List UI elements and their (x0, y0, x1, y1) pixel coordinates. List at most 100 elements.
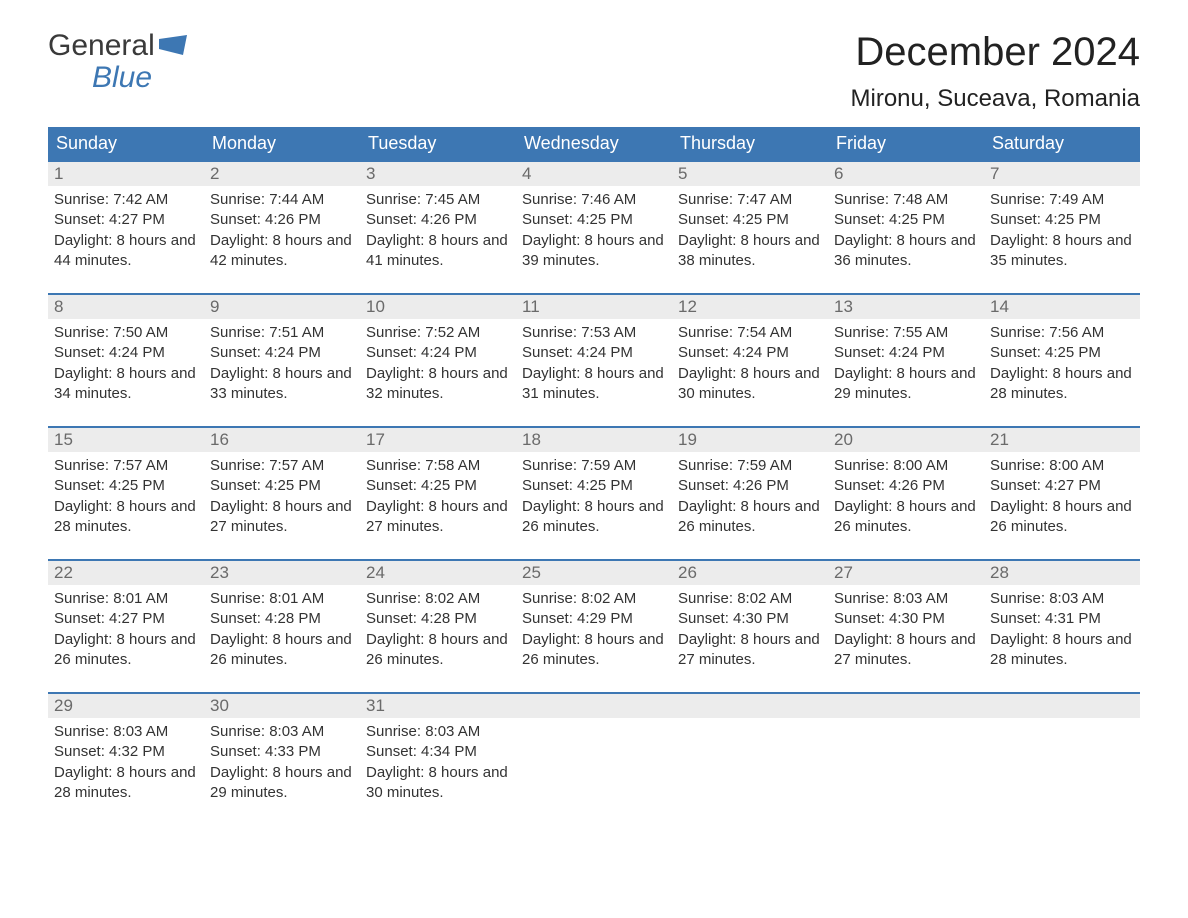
sunrise-line: Sunrise: 7:53 AM (522, 323, 666, 343)
daylight-line: Daylight: 8 hours and 26 minutes. (522, 497, 666, 538)
day-number: 23 (204, 561, 360, 585)
logo: General Blue (48, 30, 187, 93)
daylight-line: Daylight: 8 hours and 28 minutes. (990, 630, 1134, 671)
calendar-cell: 8Sunrise: 7:50 AMSunset: 4:24 PMDaylight… (48, 294, 204, 427)
day-number: 3 (360, 162, 516, 186)
sunset-line: Sunset: 4:30 PM (834, 609, 978, 629)
calendar-cell: 29Sunrise: 8:03 AMSunset: 4:32 PMDayligh… (48, 693, 204, 825)
daylight-line: Daylight: 8 hours and 30 minutes. (678, 364, 822, 405)
day-body: Sunrise: 7:48 AMSunset: 4:25 PMDaylight:… (828, 186, 984, 293)
sunrise-line: Sunrise: 7:47 AM (678, 190, 822, 210)
calendar-cell: 14Sunrise: 7:56 AMSunset: 4:25 PMDayligh… (984, 294, 1140, 427)
day-body: Sunrise: 8:03 AMSunset: 4:32 PMDaylight:… (48, 718, 204, 825)
day-number: 30 (204, 694, 360, 718)
day-body: Sunrise: 7:59 AMSunset: 4:26 PMDaylight:… (672, 452, 828, 559)
sunrise-line: Sunrise: 7:48 AM (834, 190, 978, 210)
day-number: 7 (984, 162, 1140, 186)
weekday-header: Saturday (984, 127, 1140, 161)
weekday-header: Monday (204, 127, 360, 161)
sunset-line: Sunset: 4:33 PM (210, 742, 354, 762)
day-number: 21 (984, 428, 1140, 452)
calendar-cell: 20Sunrise: 8:00 AMSunset: 4:26 PMDayligh… (828, 427, 984, 560)
sunset-line: Sunset: 4:25 PM (678, 210, 822, 230)
calendar-cell: 17Sunrise: 7:58 AMSunset: 4:25 PMDayligh… (360, 427, 516, 560)
sunrise-line: Sunrise: 7:45 AM (366, 190, 510, 210)
calendar-week: 8Sunrise: 7:50 AMSunset: 4:24 PMDaylight… (48, 294, 1140, 427)
calendar-cell (516, 693, 672, 825)
day-body: Sunrise: 8:02 AMSunset: 4:30 PMDaylight:… (672, 585, 828, 692)
day-number: 14 (984, 295, 1140, 319)
day-body: Sunrise: 7:59 AMSunset: 4:25 PMDaylight:… (516, 452, 672, 559)
day-body: Sunrise: 7:45 AMSunset: 4:26 PMDaylight:… (360, 186, 516, 293)
calendar-cell: 2Sunrise: 7:44 AMSunset: 4:26 PMDaylight… (204, 161, 360, 294)
calendar-cell: 4Sunrise: 7:46 AMSunset: 4:25 PMDaylight… (516, 161, 672, 294)
calendar-cell: 10Sunrise: 7:52 AMSunset: 4:24 PMDayligh… (360, 294, 516, 427)
sunset-line: Sunset: 4:25 PM (990, 210, 1134, 230)
day-body: Sunrise: 8:03 AMSunset: 4:34 PMDaylight:… (360, 718, 516, 825)
weekday-header: Thursday (672, 127, 828, 161)
sunset-line: Sunset: 4:29 PM (522, 609, 666, 629)
sunset-line: Sunset: 4:31 PM (990, 609, 1134, 629)
weekday-header-row: Sunday Monday Tuesday Wednesday Thursday… (48, 127, 1140, 161)
day-body: Sunrise: 8:00 AMSunset: 4:26 PMDaylight:… (828, 452, 984, 559)
day-number: 29 (48, 694, 204, 718)
sunrise-line: Sunrise: 7:51 AM (210, 323, 354, 343)
sunset-line: Sunset: 4:27 PM (54, 609, 198, 629)
daylight-line: Daylight: 8 hours and 28 minutes. (54, 497, 198, 538)
day-number (672, 694, 828, 718)
sunset-line: Sunset: 4:27 PM (54, 210, 198, 230)
day-body (672, 718, 828, 814)
sunset-line: Sunset: 4:24 PM (678, 343, 822, 363)
sunset-line: Sunset: 4:27 PM (990, 476, 1134, 496)
sunset-line: Sunset: 4:24 PM (54, 343, 198, 363)
day-body (984, 718, 1140, 814)
day-number: 11 (516, 295, 672, 319)
sunset-line: Sunset: 4:25 PM (366, 476, 510, 496)
daylight-line: Daylight: 8 hours and 29 minutes. (210, 763, 354, 804)
day-body: Sunrise: 8:02 AMSunset: 4:29 PMDaylight:… (516, 585, 672, 692)
day-body: Sunrise: 7:56 AMSunset: 4:25 PMDaylight:… (984, 319, 1140, 426)
calendar-cell: 1Sunrise: 7:42 AMSunset: 4:27 PMDaylight… (48, 161, 204, 294)
calendar-cell: 16Sunrise: 7:57 AMSunset: 4:25 PMDayligh… (204, 427, 360, 560)
calendar-cell: 30Sunrise: 8:03 AMSunset: 4:33 PMDayligh… (204, 693, 360, 825)
calendar-cell (828, 693, 984, 825)
logo-word1: General (48, 30, 155, 62)
daylight-line: Daylight: 8 hours and 36 minutes. (834, 231, 978, 272)
sunset-line: Sunset: 4:24 PM (210, 343, 354, 363)
sunrise-line: Sunrise: 8:00 AM (990, 456, 1134, 476)
sunset-line: Sunset: 4:25 PM (54, 476, 198, 496)
calendar-cell: 25Sunrise: 8:02 AMSunset: 4:29 PMDayligh… (516, 560, 672, 693)
sunrise-line: Sunrise: 7:50 AM (54, 323, 198, 343)
day-number (984, 694, 1140, 718)
sunrise-line: Sunrise: 8:02 AM (678, 589, 822, 609)
sunrise-line: Sunrise: 7:52 AM (366, 323, 510, 343)
sunset-line: Sunset: 4:26 PM (678, 476, 822, 496)
sunset-line: Sunset: 4:26 PM (834, 476, 978, 496)
sunrise-line: Sunrise: 7:42 AM (54, 190, 198, 210)
sunrise-line: Sunrise: 8:03 AM (366, 722, 510, 742)
day-body: Sunrise: 7:54 AMSunset: 4:24 PMDaylight:… (672, 319, 828, 426)
day-number: 4 (516, 162, 672, 186)
daylight-line: Daylight: 8 hours and 27 minutes. (678, 630, 822, 671)
day-number: 17 (360, 428, 516, 452)
daylight-line: Daylight: 8 hours and 26 minutes. (990, 497, 1134, 538)
sunset-line: Sunset: 4:32 PM (54, 742, 198, 762)
sunset-line: Sunset: 4:26 PM (210, 210, 354, 230)
day-body: Sunrise: 8:03 AMSunset: 4:33 PMDaylight:… (204, 718, 360, 825)
day-number: 22 (48, 561, 204, 585)
sunrise-line: Sunrise: 7:56 AM (990, 323, 1134, 343)
day-body: Sunrise: 7:51 AMSunset: 4:24 PMDaylight:… (204, 319, 360, 426)
calendar-week: 1Sunrise: 7:42 AMSunset: 4:27 PMDaylight… (48, 161, 1140, 294)
sunrise-line: Sunrise: 7:55 AM (834, 323, 978, 343)
sunrise-line: Sunrise: 7:44 AM (210, 190, 354, 210)
day-number: 26 (672, 561, 828, 585)
daylight-line: Daylight: 8 hours and 26 minutes. (210, 630, 354, 671)
day-body: Sunrise: 8:03 AMSunset: 4:30 PMDaylight:… (828, 585, 984, 692)
daylight-line: Daylight: 8 hours and 42 minutes. (210, 231, 354, 272)
calendar-cell: 11Sunrise: 7:53 AMSunset: 4:24 PMDayligh… (516, 294, 672, 427)
sunrise-line: Sunrise: 8:01 AM (54, 589, 198, 609)
calendar-cell: 5Sunrise: 7:47 AMSunset: 4:25 PMDaylight… (672, 161, 828, 294)
daylight-line: Daylight: 8 hours and 27 minutes. (210, 497, 354, 538)
sunrise-line: Sunrise: 7:49 AM (990, 190, 1134, 210)
calendar-cell: 26Sunrise: 8:02 AMSunset: 4:30 PMDayligh… (672, 560, 828, 693)
